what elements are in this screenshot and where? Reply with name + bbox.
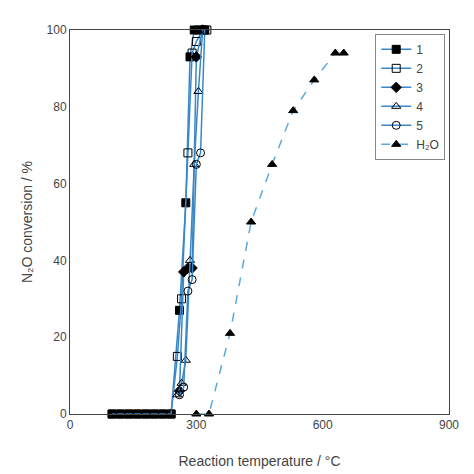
svg-text:300: 300 xyxy=(186,418,206,432)
svg-text:N₂O conversion / %: N₂O conversion / % xyxy=(19,161,35,283)
svg-text:60: 60 xyxy=(53,177,67,191)
svg-text:2: 2 xyxy=(416,62,423,76)
svg-text:4: 4 xyxy=(416,100,423,114)
svg-text:900: 900 xyxy=(439,418,459,432)
svg-text:Reaction temperature / °C: Reaction temperature / °C xyxy=(178,453,340,469)
svg-text:5: 5 xyxy=(416,119,423,133)
svg-text:0: 0 xyxy=(60,407,67,421)
svg-text:H₂O: H₂O xyxy=(416,138,439,152)
svg-text:0: 0 xyxy=(67,418,74,432)
svg-text:80: 80 xyxy=(53,100,67,114)
svg-text:100: 100 xyxy=(47,23,67,37)
svg-text:40: 40 xyxy=(53,254,67,268)
svg-text:600: 600 xyxy=(313,418,333,432)
svg-text:3: 3 xyxy=(416,81,423,95)
svg-text:1: 1 xyxy=(416,43,423,57)
svg-text:20: 20 xyxy=(53,330,67,344)
